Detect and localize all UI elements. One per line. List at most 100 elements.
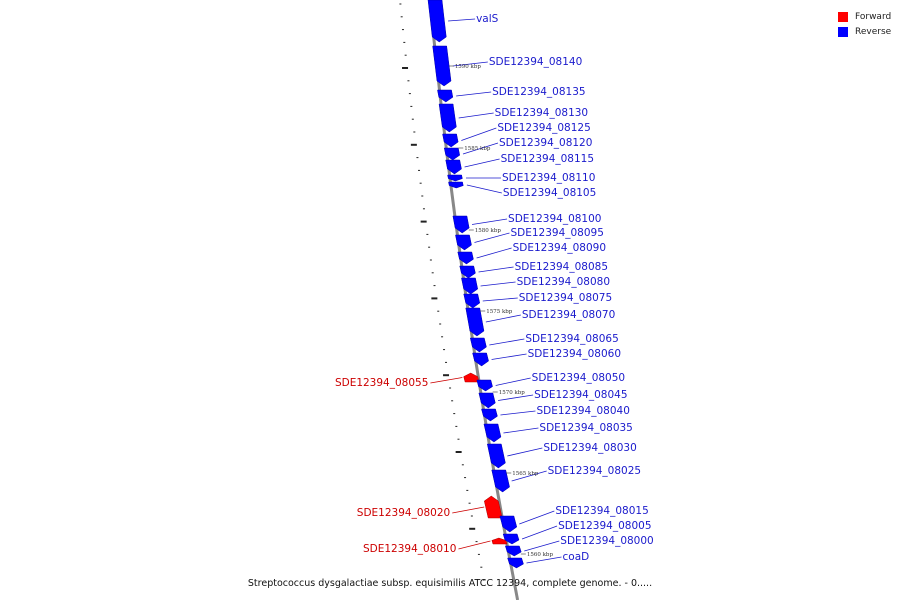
legend-forward-label: Forward (855, 11, 892, 22)
gene-label: SDE12394_08095 (510, 227, 603, 239)
gene-arrow[interactable] (505, 545, 522, 557)
forward-swatch (838, 11, 848, 22)
gene-label: SDE12394_08075 (519, 292, 612, 304)
gene-label: SDE12394_08070 (522, 309, 615, 321)
gene-label: SDE12394_08135 (492, 86, 585, 98)
reverse-swatch (838, 26, 848, 37)
coordinate-label: 1575 kbp (486, 309, 513, 315)
leader-line (524, 540, 560, 552)
gene-label: SDE12394_08025 (548, 465, 641, 477)
leader-line (498, 394, 534, 401)
gene-arrow[interactable] (438, 103, 457, 133)
gene-label: SDE12394_08055 (335, 377, 428, 389)
gene-label: valS (476, 13, 499, 25)
gene-arrow[interactable] (486, 443, 506, 469)
gene-labels: valS SDE12394_08140 SDE12394_08135 SDE12394… (335, 13, 654, 563)
leader-line (448, 18, 476, 22)
leader-line (464, 158, 500, 168)
coordinate-label: 1560 kbp (527, 552, 554, 558)
tick-marks (399, 3, 485, 581)
gene-arrow[interactable] (472, 352, 489, 367)
leader-line (471, 218, 508, 225)
gene-arrow[interactable] (507, 557, 524, 569)
gene-label: SDE12394_08080 (517, 276, 610, 288)
gene-arrow[interactable] (461, 277, 479, 295)
leader-line (482, 297, 518, 302)
gene-label: SDE12394_08090 (513, 242, 606, 254)
leader-line (458, 540, 491, 550)
leader-line (489, 338, 525, 346)
leader-line (519, 510, 555, 525)
leader-line (458, 112, 494, 119)
leader-line (452, 61, 488, 67)
gene-label: SDE12394_08125 (497, 122, 590, 134)
gene-arrow[interactable] (432, 45, 452, 87)
gene-arrow[interactable] (469, 337, 487, 353)
gene-arrow[interactable] (437, 89, 454, 103)
leader-line (462, 142, 499, 155)
gene-arrow[interactable] (442, 133, 459, 148)
leader-line (452, 506, 485, 514)
coordinate-label: 1585 kbp (464, 146, 491, 152)
leader-line (521, 525, 558, 540)
legend-item-reverse: Reverse (838, 24, 891, 39)
gene-arrow[interactable] (491, 469, 510, 493)
gene-arrow[interactable] (457, 251, 474, 265)
gene-label: SDE12394_08005 (558, 520, 651, 532)
gene-label: SDE12394_08110 (502, 172, 595, 184)
gene-label: SDE12394_08060 (528, 348, 621, 360)
gene-label: SDE12394_08000 (560, 535, 653, 547)
legend-item-forward: Forward (838, 9, 891, 24)
gene-arrow[interactable] (481, 408, 498, 422)
gene-label: SDE12394_08040 (536, 405, 629, 417)
gene-label: SDE12394_08035 (539, 422, 632, 434)
leader-line (511, 470, 547, 482)
leader-line (491, 353, 527, 360)
gene-label: SDE12394_08120 (499, 137, 592, 149)
gene-arrow[interactable] (484, 495, 503, 519)
coordinate-labels: 1590 kbp 1585 kbp 1580 kbp 1575 kbp 1570 kbp… (448, 64, 554, 558)
gene-arrow[interactable] (483, 423, 502, 443)
gene-arrow[interactable] (463, 372, 480, 383)
leader-line (485, 314, 521, 323)
gene-arrow[interactable] (491, 537, 508, 545)
leader-line (476, 247, 512, 259)
gene-arrow[interactable] (455, 234, 472, 251)
gene-arrow[interactable] (463, 293, 481, 309)
gene-label: SDE12394_08140 (489, 56, 582, 68)
gene-arrow[interactable] (502, 533, 520, 545)
coordinate-label: 1565 kbp (512, 471, 539, 477)
coordinate-label: 1570 kbp (499, 390, 526, 396)
leader-line (503, 427, 539, 434)
gene-arrow[interactable] (478, 392, 496, 409)
gene-label: SDE12394_08015 (555, 505, 648, 517)
gene-arrow[interactable] (452, 215, 470, 234)
gene-arrow[interactable] (427, 0, 447, 43)
gene-arrow[interactable] (447, 174, 463, 182)
leader-line (456, 91, 492, 97)
coordinate-label: 1580 kbp (475, 228, 502, 234)
gene-arrow[interactable] (499, 515, 518, 533)
gene-arrow[interactable] (465, 307, 485, 337)
gene-arrow[interactable] (443, 147, 461, 161)
leader-line (478, 266, 514, 273)
gene-arrow[interactable] (476, 379, 493, 392)
gene-label: SDE12394_08010 (363, 543, 456, 555)
coordinate-label: 1590 kbp (455, 64, 482, 70)
gene-arrow[interactable] (445, 159, 462, 175)
gene-label: SDE12394_08130 (495, 107, 588, 119)
gene-label: SDE12394_08030 (543, 442, 636, 454)
gene-label: SDE12394_08050 (532, 372, 625, 384)
gene-label: SDE12394_08065 (525, 333, 618, 345)
legend: Forward Reverse (838, 9, 891, 39)
leader-line (474, 232, 510, 243)
gene-arrow[interactable] (448, 181, 464, 189)
genome-caption: Streptococcus dysgalactiae subsp. equisi… (247, 578, 653, 589)
leader-line (466, 184, 502, 194)
gene-arrow[interactable] (459, 265, 476, 279)
gene-features (427, 0, 524, 569)
legend-reverse-label: Reverse (855, 26, 892, 37)
leader-line (430, 377, 463, 384)
gene-label: SDE12394_08100 (508, 213, 601, 225)
